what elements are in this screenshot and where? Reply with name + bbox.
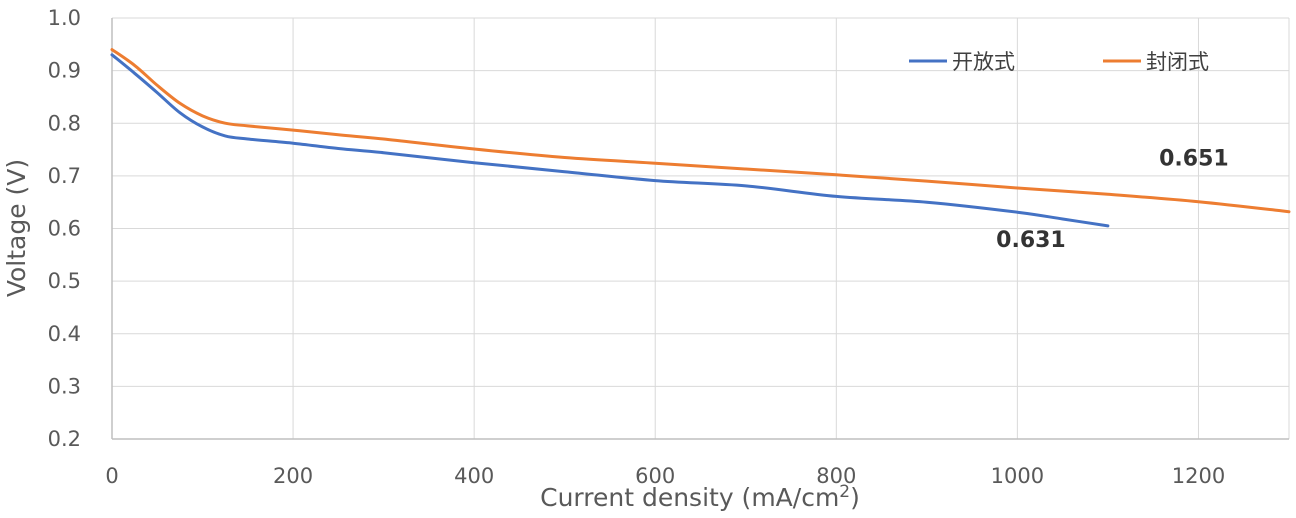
x-tick-label: 0 (105, 464, 118, 488)
x-tick-label: 1200 (1172, 464, 1225, 488)
x-axis-title-close: ) (850, 483, 860, 512)
y-tick-label: 0.7 (48, 164, 81, 188)
legend: 开放式 封闭式 (909, 50, 1209, 74)
axes (111, 18, 1289, 440)
y-tick-label: 0.6 (48, 217, 81, 241)
series-line-1 (110, 53, 1110, 228)
x-tick-label: 400 (454, 464, 494, 488)
x-axis-title-superscript: 2 (839, 482, 850, 502)
y-tick-label: 0.4 (48, 322, 81, 346)
x-axis-title-main: Current density (mA/cm (540, 483, 839, 512)
series-line-2 (110, 48, 1291, 214)
y-tick-label: 1.0 (48, 6, 81, 30)
x-tick-label: 1000 (991, 464, 1044, 488)
data-label-1: 0.631 (996, 228, 1066, 253)
x-tick-label: 200 (273, 464, 313, 488)
gridlines (112, 17, 1290, 439)
series-lines (110, 48, 1291, 228)
y-tick-label: 0.8 (48, 111, 81, 135)
x-tick-label: 800 (816, 464, 856, 488)
y-tick-label: 0.9 (48, 59, 81, 83)
legend-label-2: 封闭式 (1146, 50, 1209, 74)
x-tick-label: 600 (635, 464, 675, 488)
x-axis-title: Current density (mA/cm2) (540, 482, 860, 512)
legend-label-1: 开放式 (952, 50, 1015, 74)
y-axis-title: Voltage (V) (2, 159, 31, 297)
y-tick-label: 0.3 (48, 374, 81, 398)
annotations: 0.631 0.651 (996, 146, 1229, 253)
tick-labels: 0.2 0.3 0.4 0.5 0.6 0.7 0.8 0.9 1.0 0 200 400 600 800… (48, 6, 1226, 488)
y-tick-label: 0.5 (48, 269, 81, 293)
data-label-2: 0.651 (1159, 146, 1229, 171)
y-tick-label: 0.2 (48, 427, 81, 451)
